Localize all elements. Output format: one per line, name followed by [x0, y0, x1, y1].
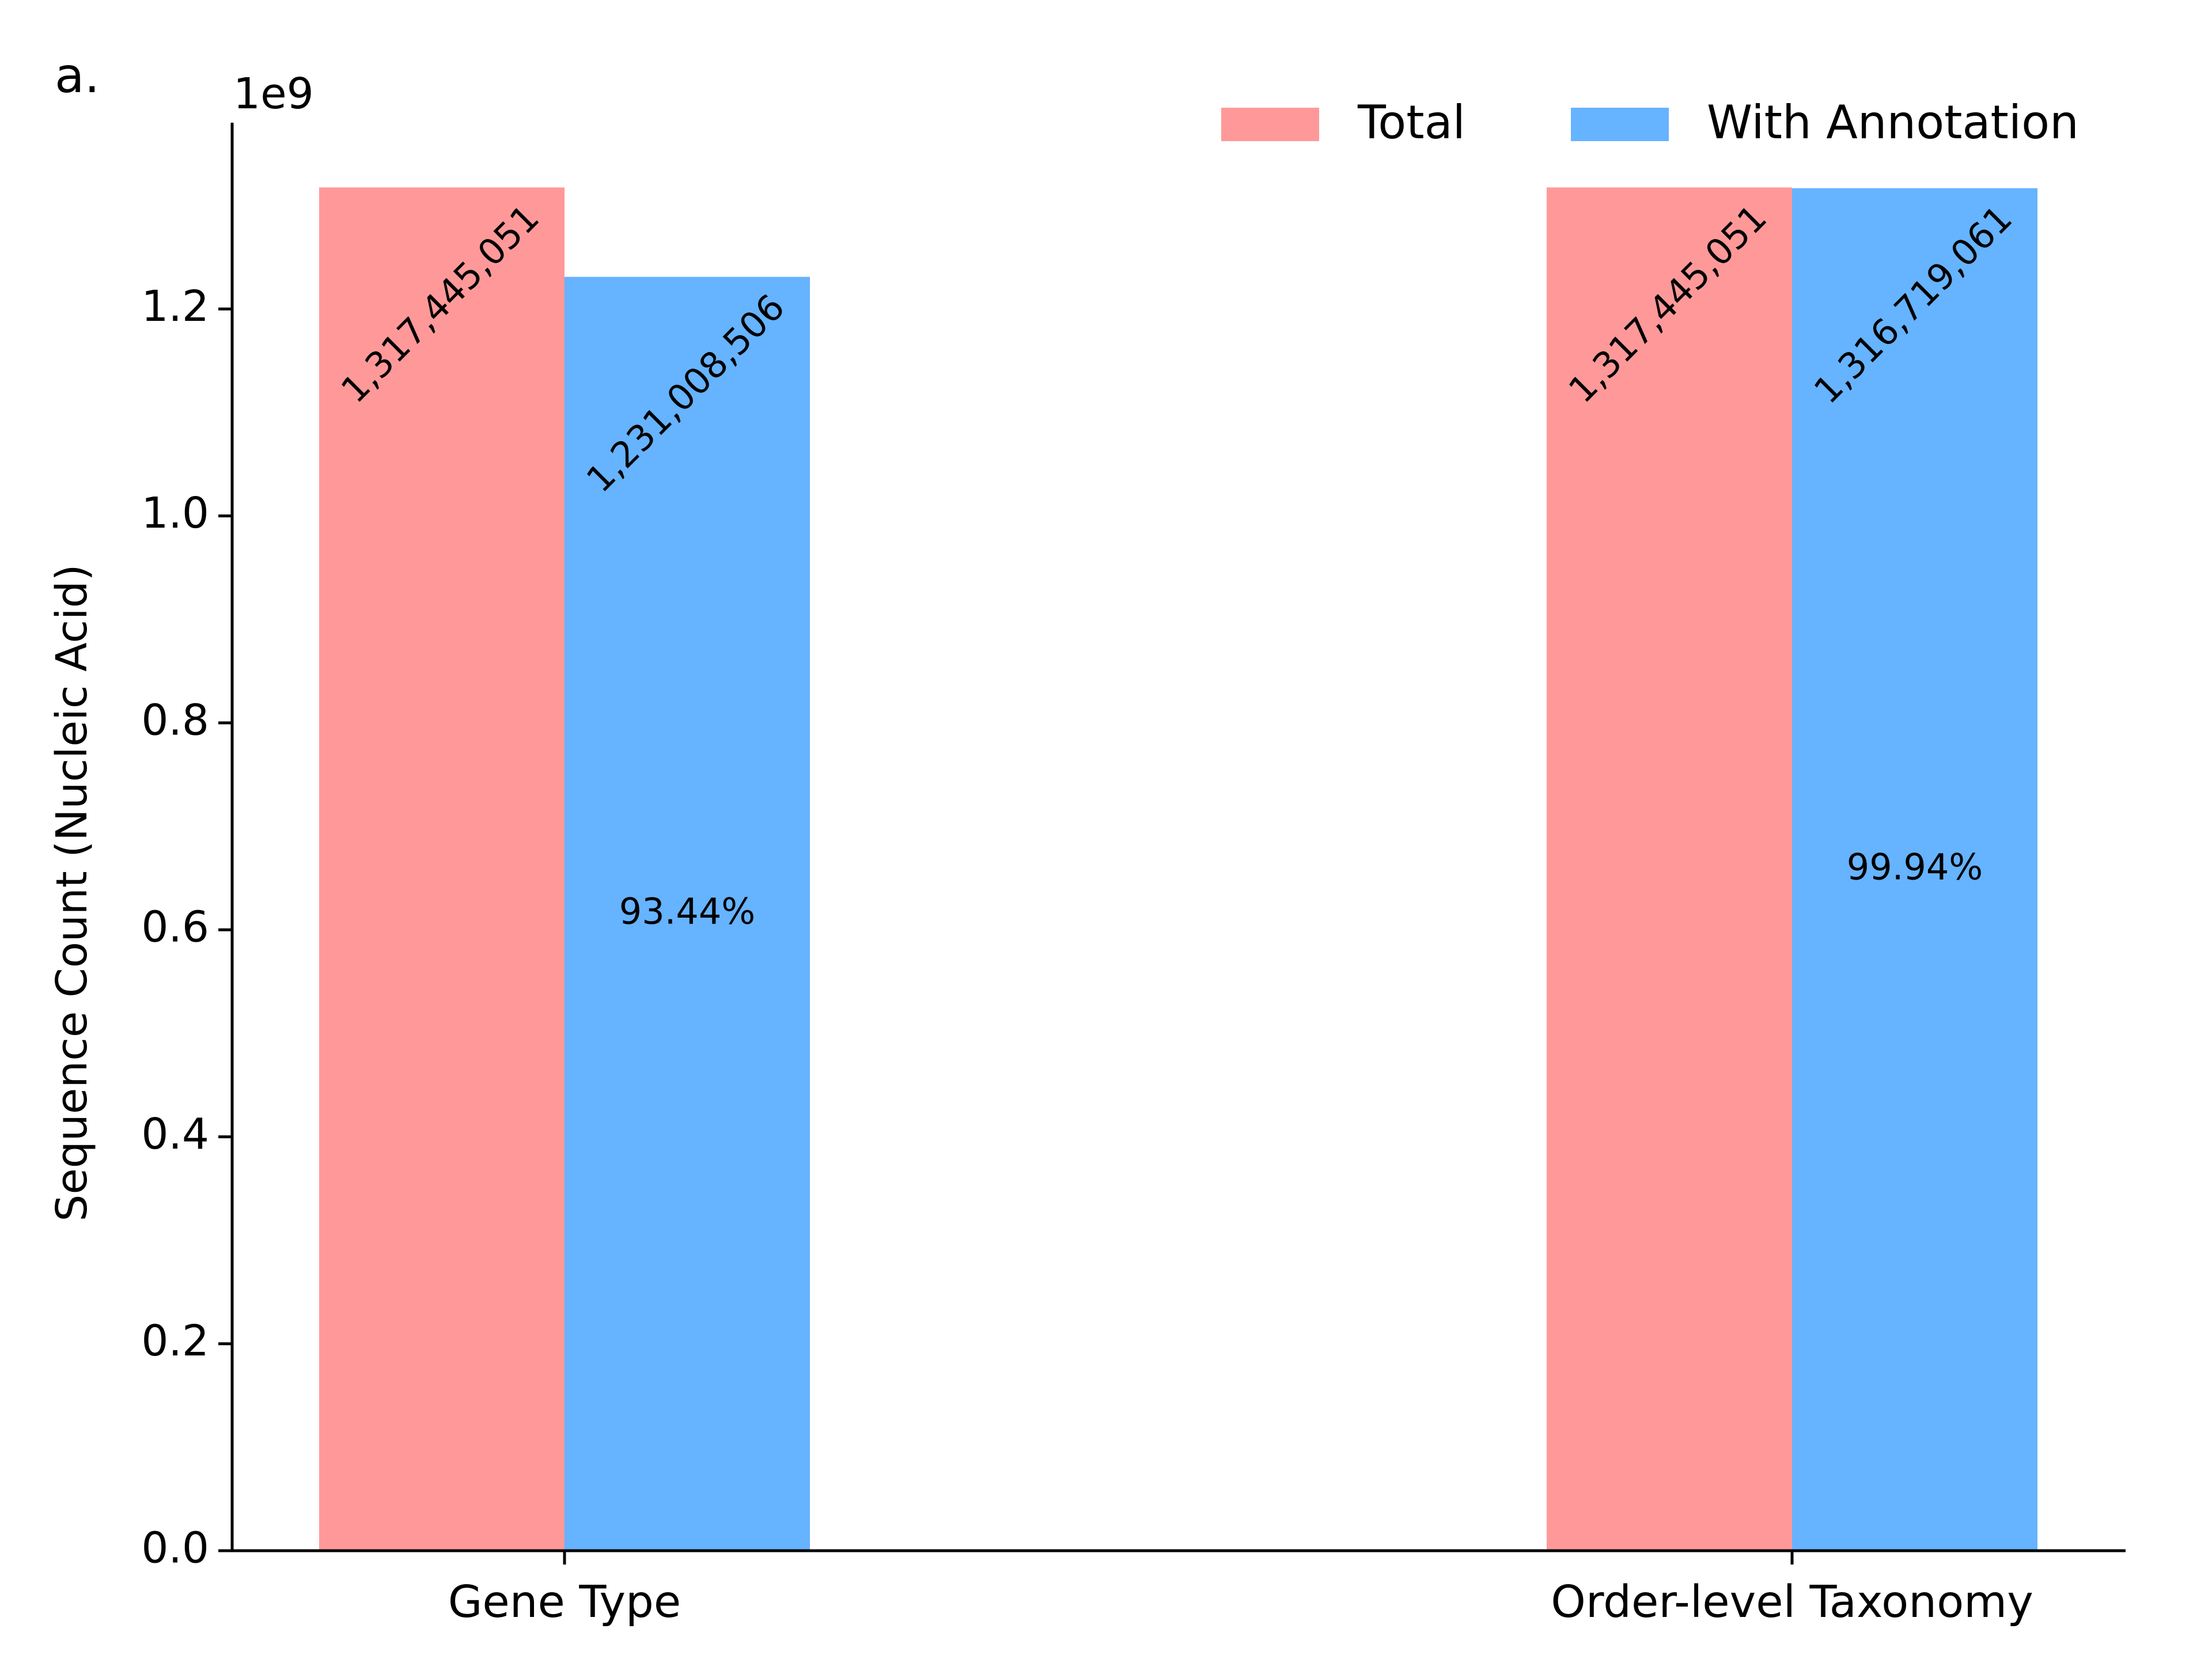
- y-axis-offset-label: 1e9: [233, 69, 314, 119]
- panel-label: a.: [55, 47, 100, 104]
- legend-swatch-total: [1221, 108, 1319, 141]
- y-tick-label: 0.2: [141, 1316, 209, 1366]
- y-axis-title: Sequence Count (Nucleic Acid): [47, 565, 97, 1222]
- legend-label-total: Total: [1357, 96, 1465, 149]
- bar-total-2: [1547, 187, 1792, 1551]
- x-tick-label: Order-level Taxonomy: [1551, 1577, 2033, 1628]
- bars-layer: [319, 187, 2037, 1551]
- y-tick-label: 0.0: [141, 1524, 209, 1573]
- y-tick-label: 0.8: [141, 695, 209, 745]
- legend-label-with-annotation: With Annotation: [1707, 96, 2079, 149]
- y-tick-label: 1.2: [141, 282, 209, 331]
- y-tick-label: 0.6: [141, 903, 209, 952]
- y-tick-label: 0.4: [141, 1109, 209, 1159]
- legend-swatch-with-annotation: [1571, 108, 1669, 141]
- bar-total-1: [319, 187, 565, 1551]
- x-tick-label: Gene Type: [448, 1577, 681, 1628]
- bar-with-annotation-2: [1792, 188, 2037, 1551]
- bar-with-annotation-1: [565, 276, 810, 1551]
- axes-layer: 0.0 0.2 0.4 0.6 0.8 1.0 1.2 Gene Type Order-leve…: [141, 123, 2126, 1628]
- percent-label: 93.44%: [619, 890, 755, 932]
- legend: Total With Annotation: [1221, 96, 2079, 149]
- percent-label: 99.94%: [1847, 846, 1983, 888]
- y-tick-label: 1.0: [141, 488, 209, 538]
